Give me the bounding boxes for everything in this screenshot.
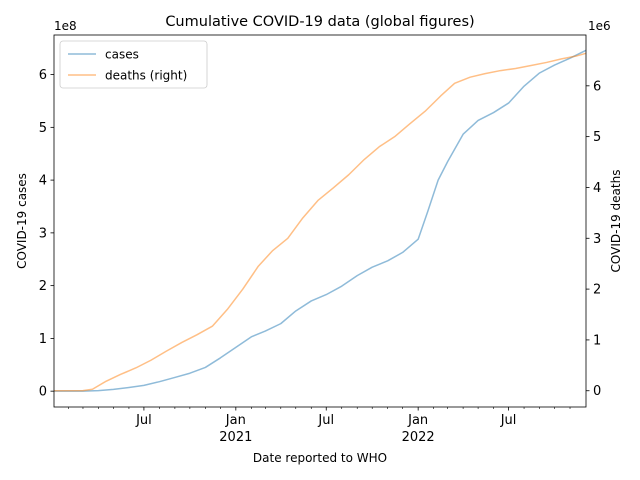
left-tick-label: 0: [39, 385, 47, 400]
plot-frame: [53, 34, 587, 408]
legend-label-cases: cases: [105, 48, 139, 62]
plot-area: [53, 49, 587, 392]
x-tick-year-label: 2021: [219, 430, 252, 445]
right-axis-scale-label: 1e6: [588, 19, 611, 33]
series-layer: [53, 49, 587, 392]
x-tick-label: Jul: [317, 413, 334, 428]
axes-layer: 0 1 2 3 4 5 6 0 1 2 3 4 5 6 Jul Jan 2021 Jul Jan 2022 Jul: [39, 34, 601, 445]
x-tick-label: Jan: [407, 413, 428, 428]
right-tick-label: 1: [593, 333, 601, 348]
x-tick-label: Jul: [135, 413, 152, 428]
right-tick-label: 0: [593, 384, 601, 399]
legend-box: [59, 40, 208, 89]
y-axis-right-label: COVID-19 deaths: [609, 170, 623, 273]
left-tick-label: 2: [39, 279, 47, 294]
series-line-deaths: [53, 52, 587, 392]
right-tick-label: 2: [593, 283, 601, 298]
right-tick-label: 3: [593, 232, 601, 247]
right-tick-label: 5: [593, 130, 601, 145]
x-axis-label: Date reported to WHO: [253, 451, 387, 465]
chart-title: Cumulative COVID-19 data (global figures…: [165, 14, 474, 30]
x-tick-label: Jul: [500, 413, 517, 428]
left-tick-label: 1: [39, 332, 47, 347]
right-tick-label: 4: [593, 181, 601, 196]
left-tick-label: 6: [39, 68, 47, 83]
series-line-cases: [53, 49, 587, 392]
x-tick-year-label: 2022: [402, 430, 435, 445]
y-axis-left-label: COVID-19 cases: [15, 173, 29, 269]
left-tick-label: 4: [39, 174, 47, 189]
x-tick-label: Jan: [225, 413, 246, 428]
left-axis-scale-label: 1e8: [54, 19, 77, 33]
right-tick-label: 6: [593, 79, 601, 94]
legend-label-deaths: deaths (right): [105, 69, 187, 83]
left-tick-label: 5: [39, 121, 47, 136]
left-tick-label: 3: [39, 226, 47, 241]
legend: cases deaths (right): [59, 40, 208, 89]
